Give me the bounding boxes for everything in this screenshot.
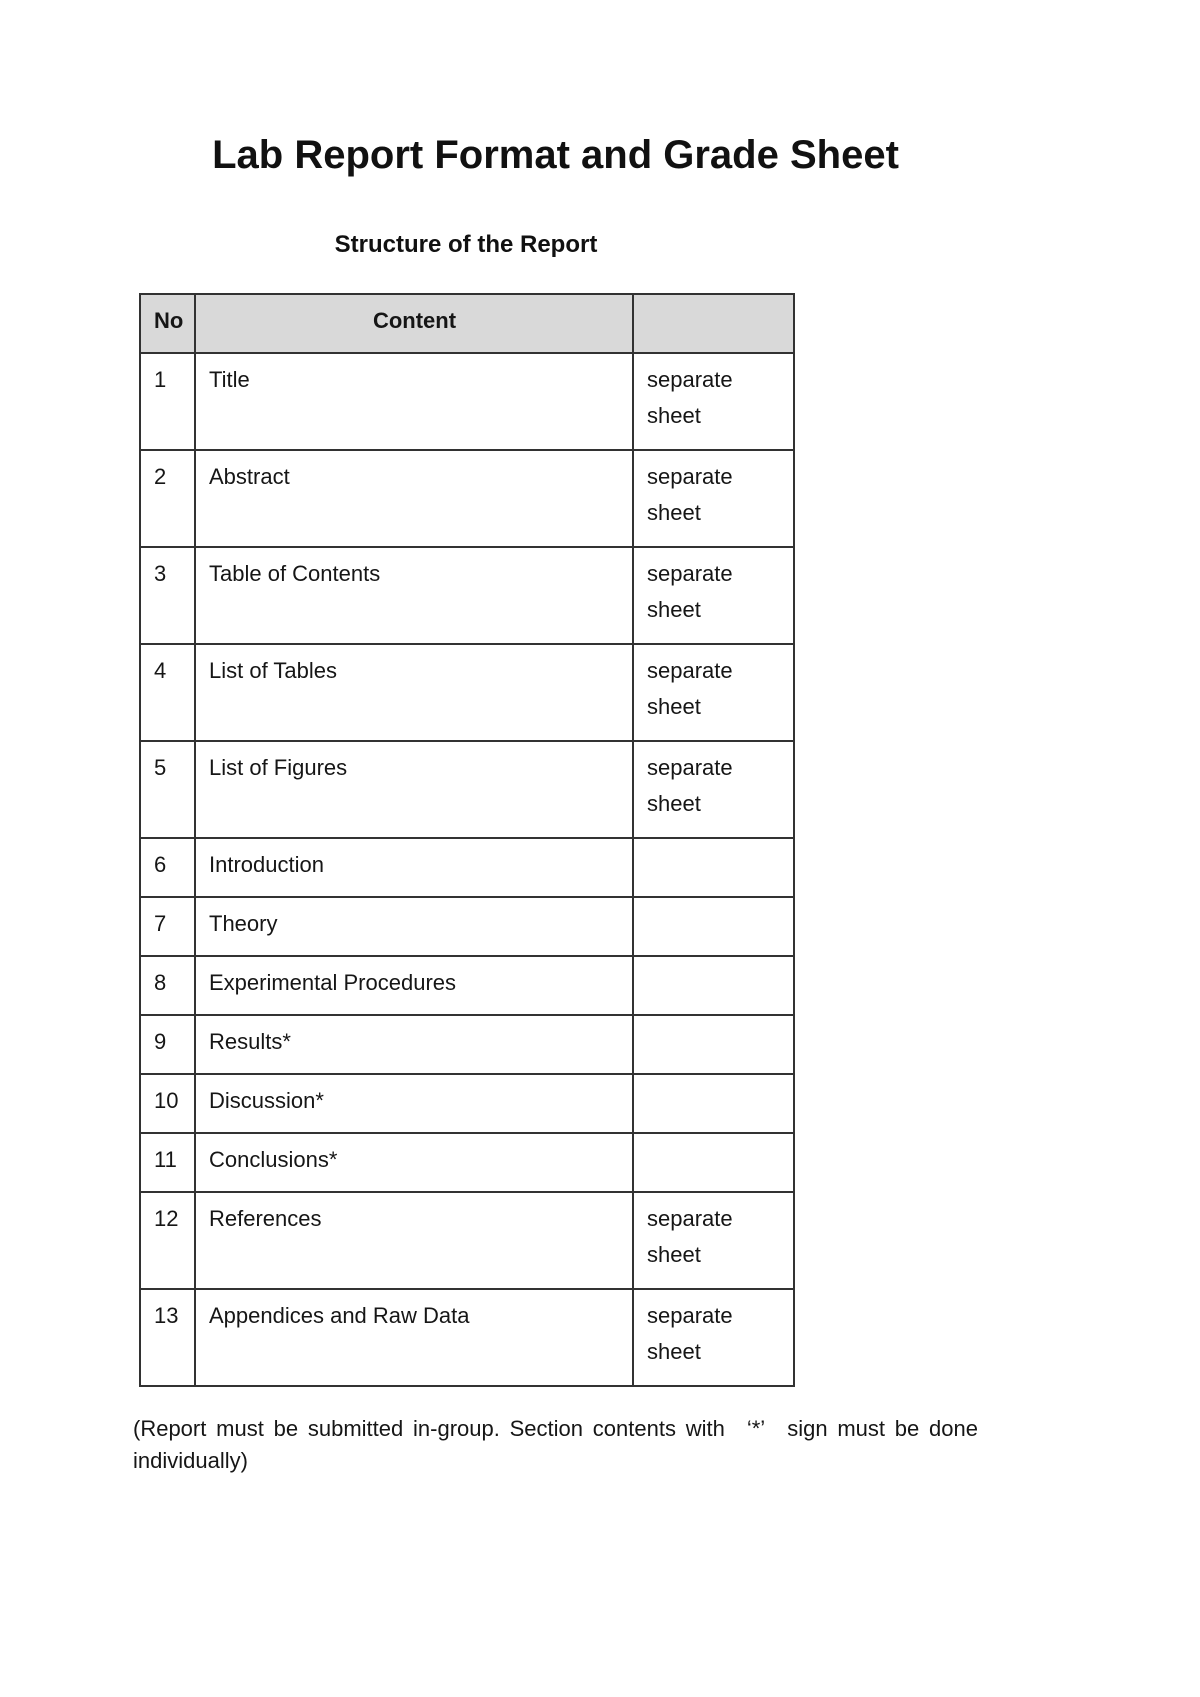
row-note: separate sheet (632, 449, 795, 548)
row-number: 7 (139, 896, 196, 957)
table-row: 13 Appendices and Raw Data separate shee… (139, 1288, 795, 1387)
row-number: 3 (139, 546, 196, 645)
row-note: separate sheet (632, 643, 795, 742)
row-content: Conclusions* (194, 1132, 634, 1193)
row-content: Discussion* (194, 1073, 634, 1134)
row-note (632, 1132, 795, 1193)
table-row: 10 Discussion* (139, 1073, 795, 1134)
table-row: 3 Table of Contents separate sheet (139, 546, 795, 645)
row-content: Abstract (194, 449, 634, 548)
row-content: Theory (194, 896, 634, 957)
row-note (632, 955, 795, 1016)
row-content: Experimental Procedures (194, 955, 634, 1016)
footer-note: (Report must be submitted in-group. Sect… (133, 1416, 978, 1473)
table-row: 1 Title separate sheet (139, 352, 795, 451)
row-note (632, 896, 795, 957)
row-note: separate sheet (632, 1288, 795, 1387)
row-content: List of Tables (194, 643, 634, 742)
row-number: 2 (139, 449, 196, 548)
table-row: 4 List of Tables separate sheet (139, 643, 795, 742)
row-number: 1 (139, 352, 196, 451)
table-header-row: No Content (139, 293, 795, 354)
section-subtitle: Structure of the Report (334, 231, 598, 258)
page-title: Lab Report Format and Grade Sheet (212, 133, 899, 177)
header-note (632, 293, 795, 354)
row-number: 5 (139, 740, 196, 839)
row-note: separate sheet (632, 352, 795, 451)
row-number: 8 (139, 955, 196, 1016)
row-number: 11 (139, 1132, 196, 1193)
row-note (632, 1073, 795, 1134)
row-note (632, 1014, 795, 1075)
row-content: List of Figures (194, 740, 634, 839)
row-note: separate sheet (632, 740, 795, 839)
table-row: 12 References separate sheet (139, 1191, 795, 1290)
report-structure-table: No Content 1 Title separate sheet 2 Abst… (139, 293, 795, 1387)
table-row: 2 Abstract separate sheet (139, 449, 795, 548)
header-no: No (139, 293, 196, 354)
table-row: 8 Experimental Procedures (139, 955, 795, 1016)
table-row: 9 Results* (139, 1014, 795, 1075)
row-content: Results* (194, 1014, 634, 1075)
row-note: separate sheet (632, 546, 795, 645)
row-number: 6 (139, 837, 196, 898)
row-content: Appendices and Raw Data (194, 1288, 634, 1387)
row-content: Title (194, 352, 634, 451)
table-row: 7 Theory (139, 896, 795, 957)
row-number: 12 (139, 1191, 196, 1290)
header-content: Content (194, 293, 634, 354)
table-body: 1 Title separate sheet 2 Abstract separa… (139, 352, 795, 1387)
table-row: 5 List of Figures separate sheet (139, 740, 795, 839)
row-note (632, 837, 795, 898)
row-content: Table of Contents (194, 546, 634, 645)
row-number: 10 (139, 1073, 196, 1134)
row-content: References (194, 1191, 634, 1290)
row-number: 9 (139, 1014, 196, 1075)
table-row: 11 Conclusions* (139, 1132, 795, 1193)
row-content: Introduction (194, 837, 634, 898)
row-number: 13 (139, 1288, 196, 1387)
row-note: separate sheet (632, 1191, 795, 1290)
row-number: 4 (139, 643, 196, 742)
table-row: 6 Introduction (139, 837, 795, 898)
